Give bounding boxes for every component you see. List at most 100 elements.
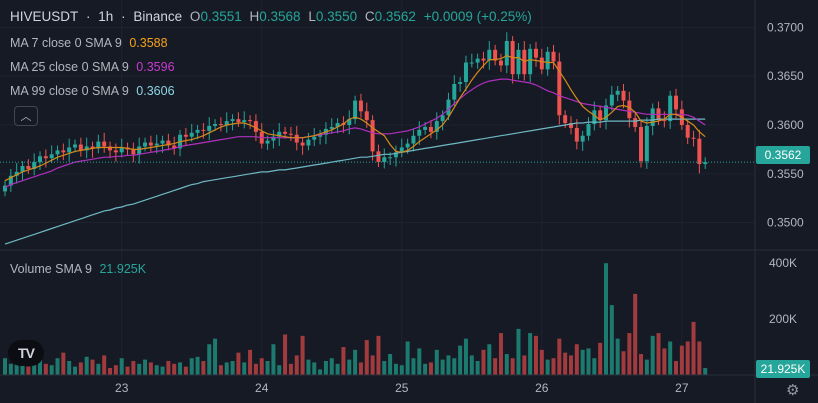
volume-legend[interactable]: Volume SMA 9 21.925K	[10, 262, 150, 276]
volume-bar-56	[329, 358, 334, 375]
volume-bar-31	[183, 366, 188, 375]
volume-bar-28	[166, 361, 171, 375]
tradingview-logo[interactable]: TV	[8, 340, 44, 366]
volume-bar-120	[703, 368, 708, 375]
volume-bar-18	[108, 368, 113, 375]
open-value: 0.3551	[200, 9, 242, 24]
volume-bar-119	[697, 341, 702, 375]
candle-body-32	[189, 132, 194, 137]
ma25-value: 0.3596	[136, 60, 175, 74]
candle-body-68	[399, 147, 404, 153]
volume-bar-76	[446, 355, 451, 375]
candle-body-103	[604, 105, 609, 121]
volume-bar-57	[335, 363, 340, 375]
candle-body-14	[84, 146, 89, 151]
candle-body-7	[43, 156, 48, 159]
candle-body-31	[183, 134, 188, 137]
volume-bar-4	[26, 366, 31, 375]
volume-axis[interactable]: 200K 400K	[769, 256, 797, 326]
legend-ma7[interactable]: MA 7 close 0 SMA 9 0.3588	[10, 36, 172, 50]
volume-bar-79	[463, 338, 468, 375]
candle-body-41	[242, 120, 247, 123]
volume-bar-100	[586, 348, 591, 375]
last-volume-value: 21.925K	[760, 362, 806, 376]
legend-ma25[interactable]: MA 25 close 0 SMA 9 0.3596	[10, 60, 179, 74]
volume-bar-105	[615, 338, 620, 375]
legend-ma99[interactable]: MA 99 close 0 SMA 9 0.3606	[10, 84, 179, 98]
time-axis[interactable]: 23 24 25 26 27	[115, 381, 689, 395]
candle-body-73	[428, 126, 433, 132]
volume-bar-106	[621, 351, 626, 375]
gear-icon[interactable]: ⚙	[786, 381, 799, 399]
volume-bar-86	[504, 354, 509, 375]
candle-body-46	[271, 136, 276, 141]
candle-body-81	[475, 58, 480, 63]
volume-bar-12	[73, 366, 78, 375]
volume-bar-117	[685, 341, 690, 375]
candle-body-26	[154, 143, 159, 146]
volume-bar-55	[323, 361, 328, 375]
volume-bar-35	[207, 344, 212, 375]
candle-body-92	[539, 57, 544, 70]
ma25-label: MA 25 close 0 SMA 9	[10, 60, 129, 74]
candle-body-60	[353, 100, 358, 120]
volume-bar-9	[55, 358, 60, 375]
header-separator-1: ·	[86, 9, 91, 24]
interval[interactable]: 1h	[98, 9, 114, 24]
candle-body-117	[685, 125, 690, 138]
volume-bar-83	[487, 344, 492, 375]
candle-body-49	[288, 133, 293, 135]
candle-body-99	[580, 135, 585, 142]
volume-bar-109	[639, 354, 644, 375]
candle-body-98	[574, 127, 579, 142]
volume-bar-7	[43, 363, 48, 375]
volume-bar-78	[458, 345, 463, 375]
ma7-label: MA 7 close 0 SMA 9	[10, 36, 122, 50]
ma7-line	[4, 55, 706, 182]
volume-bar-16	[96, 363, 101, 375]
volume-bar-110	[644, 359, 649, 375]
candle-body-108	[633, 118, 638, 127]
candle-body-45	[265, 140, 270, 144]
volume-bar-89	[522, 355, 527, 375]
close-value: 0.3562	[374, 9, 416, 24]
volume-bars	[3, 263, 708, 375]
volume-bar-73	[428, 362, 433, 375]
volume-bar-24	[143, 359, 148, 375]
time-tick-label-3: 26	[535, 381, 549, 395]
candle-body-17	[102, 141, 107, 147]
candle-body-48	[283, 131, 288, 134]
candle-body-53	[312, 136, 317, 140]
volume-bar-0	[3, 358, 7, 375]
candle-body-94	[551, 51, 556, 62]
candle-body-102	[598, 110, 603, 121]
candle-body-4	[26, 166, 31, 169]
volume-bar-49	[288, 363, 293, 375]
candle-body-39	[230, 119, 235, 122]
open-label: O	[189, 9, 201, 24]
candle-body-8	[49, 154, 54, 159]
volume-bar-37	[218, 365, 223, 375]
candle-body-2	[14, 171, 19, 176]
moving-averages	[0, 55, 755, 245]
price-axis[interactable]: 0.3500 0.3550 0.3600 0.3650 0.3700	[767, 20, 804, 229]
candle-body-77	[452, 83, 457, 100]
volume-bar-2	[14, 362, 19, 375]
volume-bar-93	[545, 359, 550, 375]
collapse-legend-button[interactable]: ︿	[14, 106, 38, 126]
candle-body-11	[67, 147, 72, 153]
volume-bar-102	[598, 342, 603, 375]
volume-bar-115	[674, 361, 679, 375]
symbol-name[interactable]: HIVEUSDT	[10, 9, 79, 24]
volume-bar-68	[399, 365, 404, 375]
candles	[3, 32, 708, 197]
candle-body-69	[405, 143, 410, 148]
price-grid	[0, 0, 755, 375]
volume-bar-34	[201, 361, 206, 375]
change-value: +0.0009 (+0.25%)	[423, 9, 532, 24]
candle-body-43	[253, 121, 258, 132]
last-price-tag: 0.3562	[756, 146, 810, 164]
candle-body-101	[592, 110, 597, 125]
low-value: 0.3550	[315, 9, 358, 24]
